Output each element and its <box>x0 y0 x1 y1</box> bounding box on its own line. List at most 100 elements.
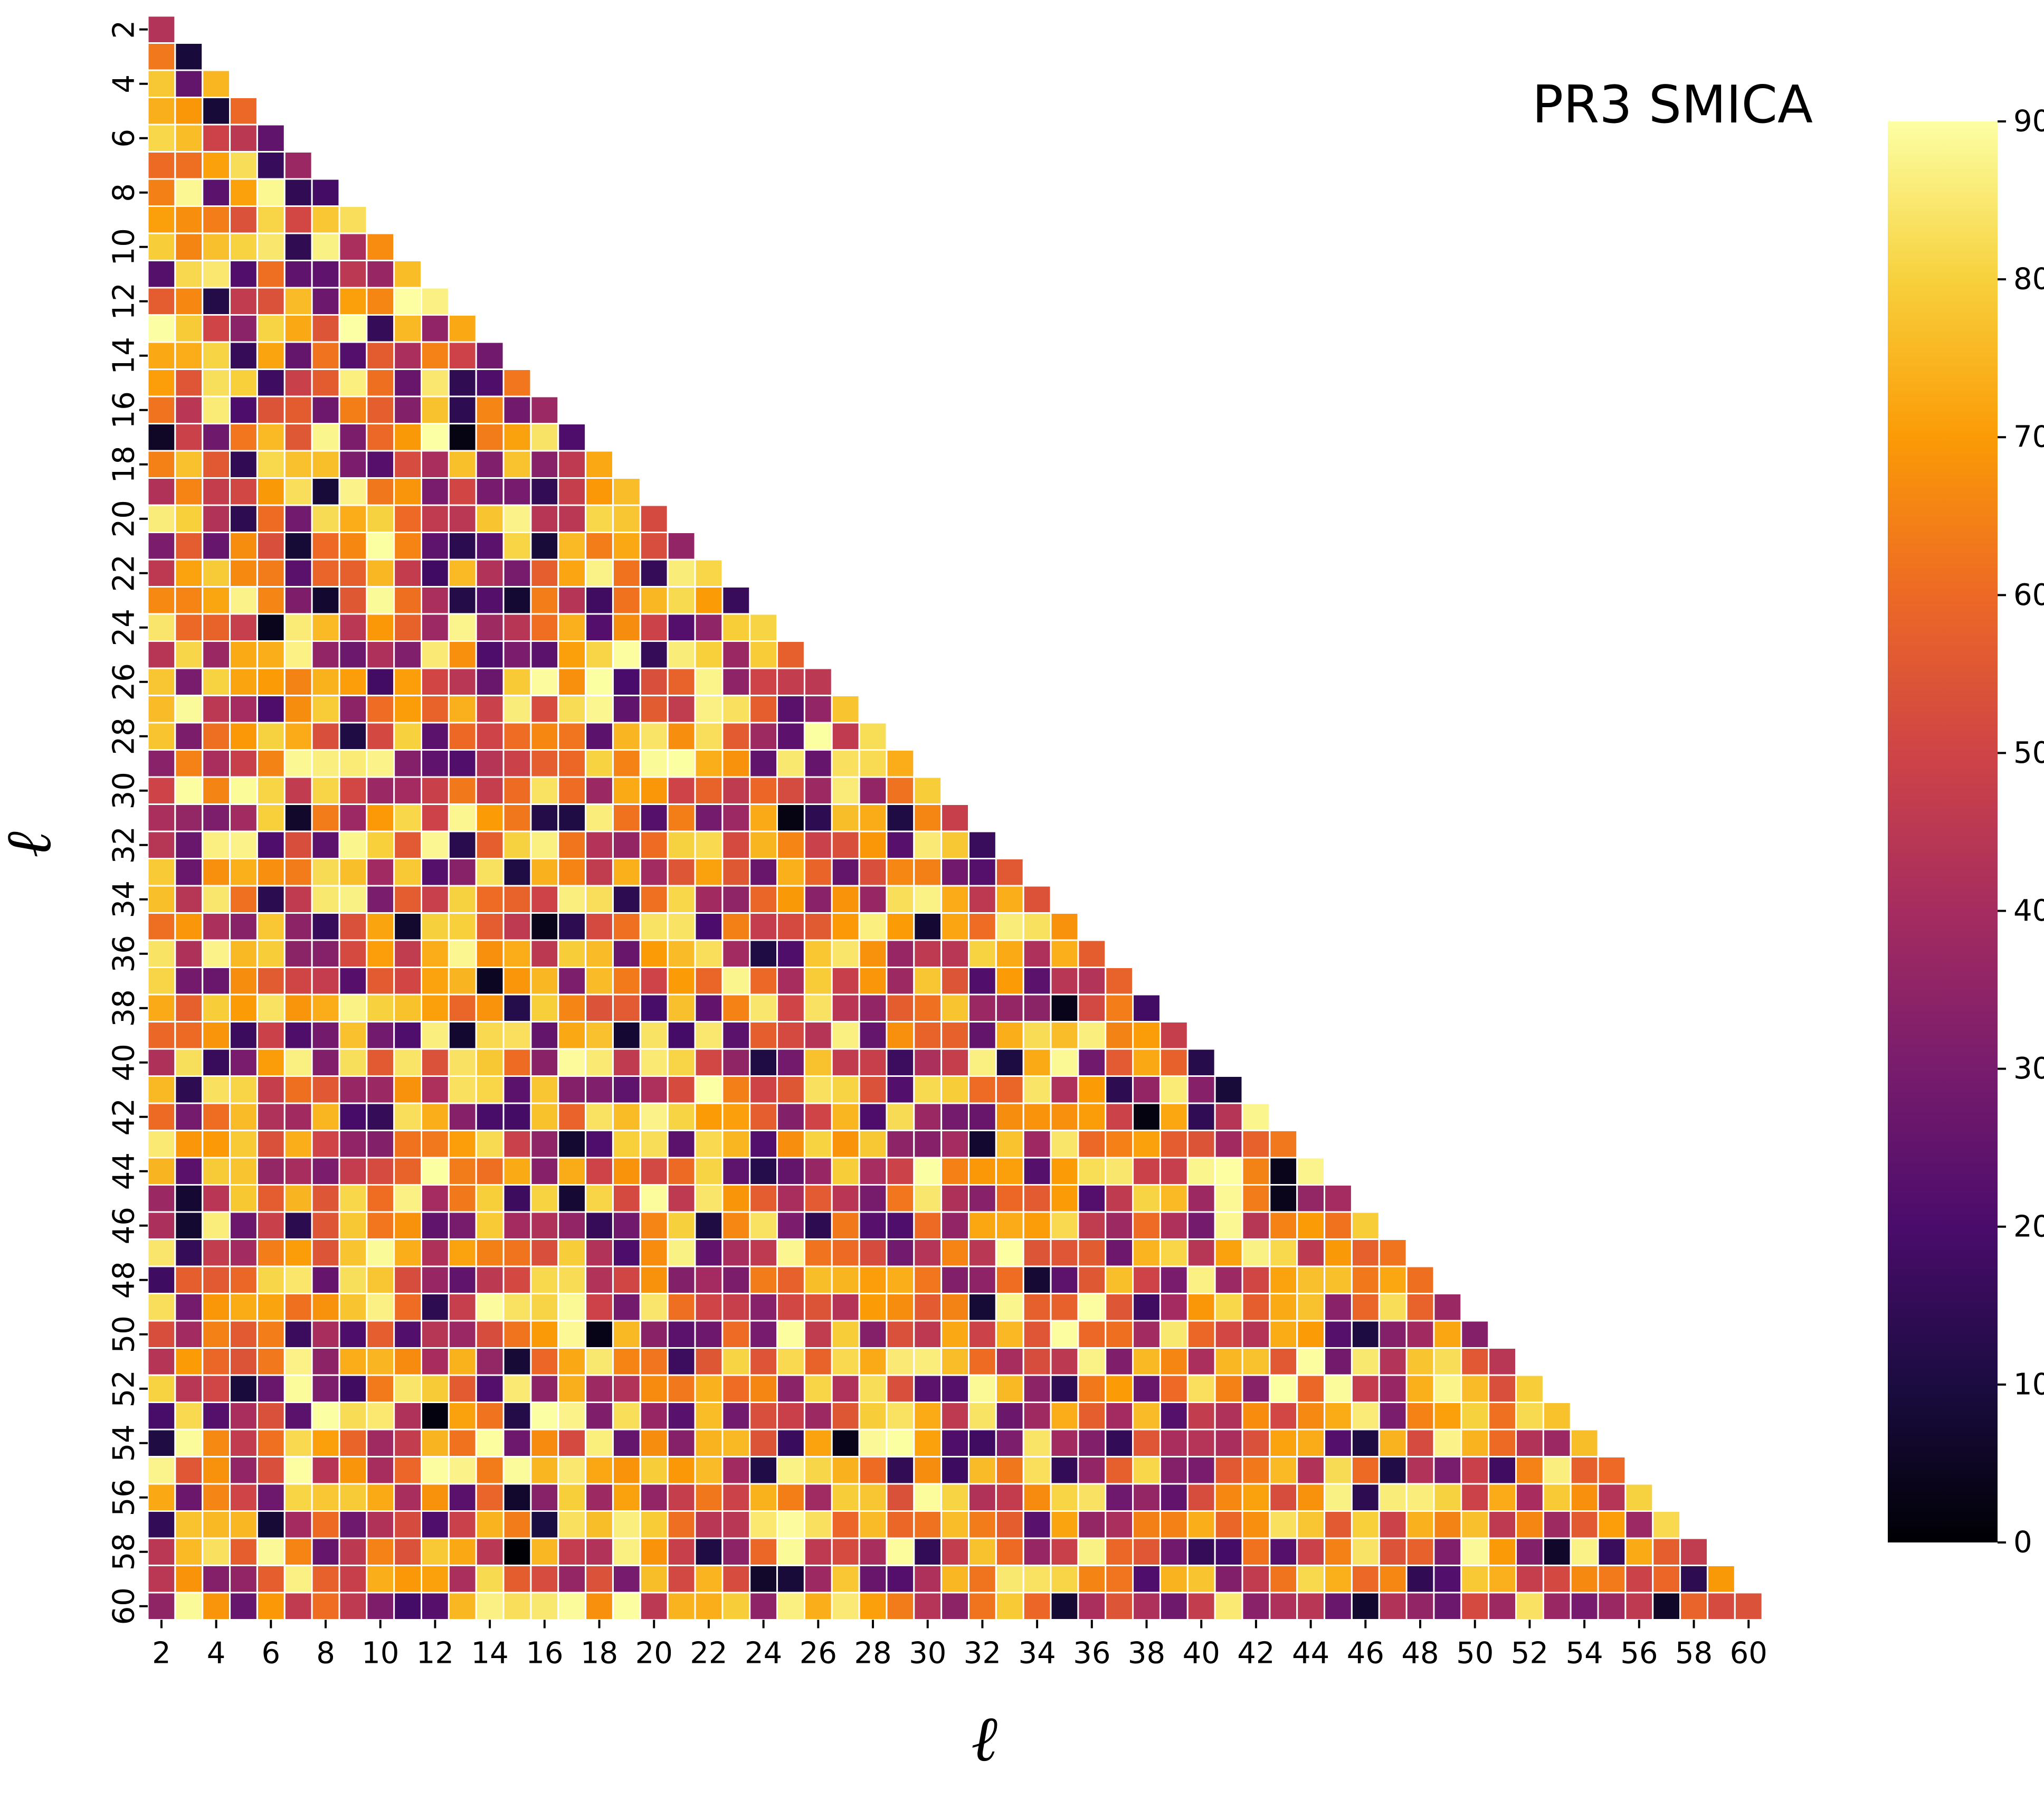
heatmap-cell <box>366 776 395 805</box>
heatmap-cell <box>448 1265 477 1294</box>
heatmap-cell <box>229 1157 258 1186</box>
heatmap-cell <box>557 885 587 914</box>
heatmap-cell <box>1706 1592 1736 1621</box>
y-tick-label: 2 <box>107 20 141 39</box>
heatmap-cell <box>1077 993 1107 1022</box>
heatmap-cell <box>311 776 340 805</box>
heatmap-cell <box>311 314 340 343</box>
heatmap-cell <box>1433 1320 1462 1349</box>
heatmap-cell <box>421 423 450 452</box>
heatmap-cell <box>585 1456 614 1485</box>
heatmap-cell <box>229 1265 258 1294</box>
heatmap-cell <box>338 912 368 941</box>
heatmap-cell <box>1378 1428 1408 1457</box>
heatmap-cell <box>557 749 587 778</box>
heatmap-cell <box>913 912 943 941</box>
heatmap-cell <box>421 776 450 805</box>
heatmap-cell <box>1132 1102 1161 1131</box>
heatmap-cell <box>749 1483 778 1512</box>
heatmap-cell <box>1050 1374 1079 1403</box>
heatmap-cell <box>202 368 231 397</box>
heatmap-cell <box>995 1537 1024 1566</box>
heatmap-cell <box>858 1565 888 1594</box>
heatmap-cell <box>749 1130 778 1159</box>
heatmap-cell <box>366 1211 395 1240</box>
heatmap-cell <box>311 1347 340 1376</box>
heatmap-cell <box>968 1048 997 1077</box>
heatmap-cell <box>283 368 313 397</box>
heatmap-cell <box>1460 1592 1490 1621</box>
heatmap-cell <box>968 1347 997 1376</box>
heatmap-cell <box>311 1456 340 1485</box>
heatmap-cell <box>886 1130 915 1159</box>
heatmap-cell <box>557 1048 587 1077</box>
heatmap-cell <box>612 1565 641 1594</box>
x-tick-label: 6 <box>262 1636 281 1671</box>
heatmap-cell <box>1159 1374 1189 1403</box>
heatmap-cell <box>174 395 204 424</box>
heatmap-cell <box>311 993 340 1022</box>
heatmap-cell <box>283 993 313 1022</box>
heatmap-cell <box>694 1428 724 1457</box>
heatmap-cell <box>749 1293 778 1322</box>
heatmap-cell <box>202 858 231 887</box>
heatmap-cell <box>694 939 724 968</box>
heatmap-cell <box>174 178 204 207</box>
heatmap-cell <box>283 1483 313 1512</box>
heatmap-cell <box>1296 1510 1326 1539</box>
heatmap-cell <box>311 1537 340 1566</box>
heatmap-cell <box>530 1021 559 1050</box>
heatmap-cell <box>283 1320 313 1349</box>
heatmap-cell <box>421 939 450 968</box>
heatmap-cell <box>585 613 614 642</box>
heatmap-cell <box>585 1347 614 1376</box>
heatmap-cell <box>557 722 587 751</box>
heatmap-cell <box>749 1510 778 1539</box>
heatmap-cell <box>1022 1537 1052 1566</box>
heatmap-cell <box>694 1211 724 1240</box>
heatmap-cell <box>448 1565 477 1594</box>
heatmap-cell <box>1296 1592 1326 1621</box>
colorbar-tick-label: 20 <box>2013 1209 2044 1244</box>
heatmap-cell <box>858 1075 888 1104</box>
heatmap-cell <box>557 1320 587 1349</box>
heatmap-cell <box>585 1048 614 1077</box>
heatmap-cell <box>475 1211 505 1240</box>
heatmap-cell <box>1077 1483 1107 1512</box>
x-tick-label: 28 <box>854 1636 891 1671</box>
heatmap-cell <box>667 1537 696 1566</box>
heatmap-cell <box>147 151 176 180</box>
heatmap-cell <box>393 532 423 561</box>
heatmap-cell <box>557 1238 587 1267</box>
heatmap-cell <box>202 178 231 207</box>
heatmap-cell <box>1405 1293 1435 1322</box>
heatmap-cell <box>475 1428 505 1457</box>
heatmap-cell <box>995 858 1024 887</box>
heatmap-cell <box>639 1102 669 1131</box>
heatmap-cell <box>1159 1130 1189 1159</box>
heatmap-cell <box>502 993 532 1022</box>
heatmap-cell <box>475 558 505 588</box>
heatmap-cell <box>1077 1211 1107 1240</box>
heatmap-cell <box>393 1048 423 1077</box>
heatmap-cell <box>393 1347 423 1376</box>
heatmap-cell <box>1378 1374 1408 1403</box>
heatmap-cell <box>776 1347 805 1376</box>
heatmap-cell <box>995 939 1024 968</box>
heatmap-cell <box>174 640 204 669</box>
heatmap-cell <box>667 1402 696 1431</box>
heatmap-cell <box>1542 1510 1572 1539</box>
heatmap-cell <box>940 830 970 859</box>
heatmap-cell <box>1378 1265 1408 1294</box>
heatmap-cell <box>886 1184 915 1213</box>
heatmap-cell <box>886 1374 915 1403</box>
heatmap-cell <box>421 504 450 533</box>
heatmap-cell <box>256 967 286 996</box>
heatmap-cell <box>831 939 860 968</box>
heatmap-cell <box>1570 1428 1599 1457</box>
heatmap-cell <box>421 368 450 397</box>
heatmap-cell <box>1597 1537 1627 1566</box>
heatmap-cell <box>858 1428 888 1457</box>
heatmap-cell <box>612 1211 641 1240</box>
x-tick-label: 30 <box>909 1636 946 1671</box>
